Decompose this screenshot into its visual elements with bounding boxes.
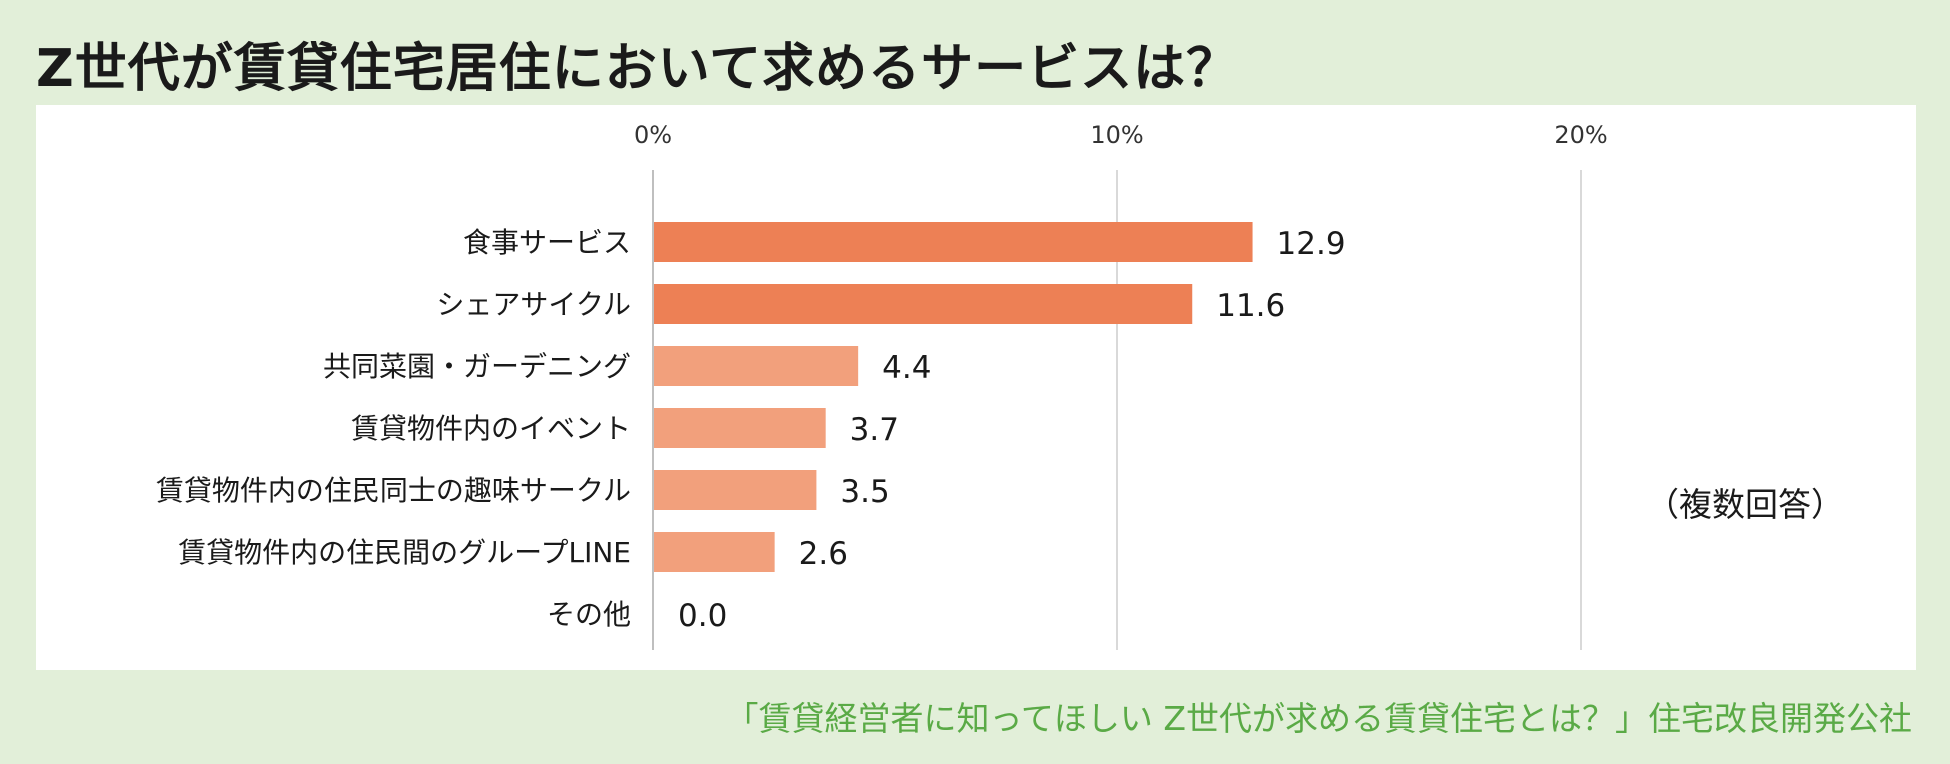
- x-tick-label: 20%: [1554, 121, 1607, 149]
- bar: [654, 532, 775, 572]
- category-label: シェアサイクル: [436, 288, 631, 321]
- bar: [654, 222, 1253, 262]
- value-label: 4.4: [882, 350, 931, 386]
- value-label: 11.6: [1216, 288, 1285, 324]
- x-tick-label: 10%: [1090, 121, 1143, 149]
- bar: [654, 470, 817, 510]
- value-label: 0.0: [678, 598, 727, 634]
- category-label: 共同菜園・ガーデニング: [323, 350, 631, 383]
- category-label: 賃貸物件内の住民同士の趣味サークル: [156, 474, 631, 507]
- value-label: 12.9: [1277, 226, 1346, 262]
- bar: [654, 408, 826, 448]
- value-label: 3.5: [840, 474, 889, 510]
- bar-chart: 0% 10% 20% 食事サービス 12.9 シェアサイクル 11.6 共同菜園・ガーデニング…: [156, 121, 1608, 650]
- chart-panel: 0% 10% 20% 食事サービス 12.9 シェアサイクル 11.6 共同菜園・ガーデニング…: [36, 105, 1916, 670]
- chart-title: Z世代が賃貸住宅居住において求めるサービスは？: [36, 39, 1240, 99]
- value-label: 2.6: [799, 536, 848, 572]
- category-label: 賃貸物件内の住民間のグループLINE: [178, 536, 631, 569]
- bar: [654, 284, 1193, 324]
- category-label: 食事サービス: [463, 226, 631, 259]
- source-caption: 「賃貸経営者に知ってほしい Z世代が求める賃貸住宅とは？」住宅改良開発公社: [725, 699, 1912, 738]
- multiple-answer-note: （複数回答）: [1646, 485, 1844, 524]
- value-label: 3.7: [850, 412, 899, 448]
- bar: [654, 346, 859, 386]
- category-label: 賃貸物件内のイベント: [351, 412, 631, 445]
- x-tick-label: 0%: [634, 121, 672, 149]
- category-label: その他: [547, 598, 631, 631]
